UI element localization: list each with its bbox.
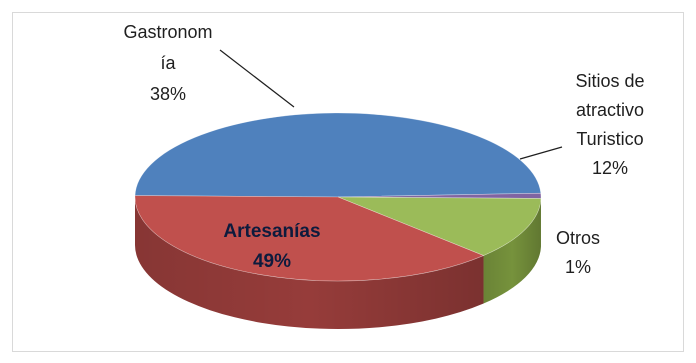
- leader-line-sitios-de-atractivo-turistico: [519, 146, 563, 160]
- pie-slice-gastronomia: [134, 195, 485, 282]
- slice-value-gastronomia: 38%: [150, 84, 186, 104]
- slice-value-artesanias: 49%: [253, 251, 291, 272]
- slice-value-otros: 1%: [565, 257, 591, 277]
- leader-line-gastronomia: [219, 49, 295, 108]
- slice-label-gastronomia: Gastronom: [123, 22, 212, 42]
- pie-slice-artesanias: [134, 112, 542, 198]
- pie-slice-sitios-de-atractivo-turistico: [337, 196, 542, 256]
- slice-label-sitios-de-atractivo-turistico: Sitios de: [575, 71, 644, 91]
- slice-labels: Artesanías 49% Otros 1% Sitios de atractivo Tu…: [123, 22, 644, 277]
- slice-label-gastronomia: ía: [160, 53, 176, 73]
- pie-side-shade: [483, 198, 541, 304]
- slice-label-otros: Otros: [556, 228, 600, 248]
- leader-lines: [219, 49, 563, 160]
- slice-label-sitios-de-atractivo-turistico: Turistico: [576, 129, 643, 149]
- slice-label-sitios-de-atractivo-turistico: atractivo: [576, 100, 644, 120]
- slice-value-sitios-de-atractivo-turistico: 12%: [592, 158, 628, 178]
- pie-tops: [134, 112, 542, 282]
- pie-sides: [135, 197, 541, 329]
- pie-side-shade: [135, 197, 484, 329]
- slice-label-artesanias: Artesanías: [223, 221, 320, 242]
